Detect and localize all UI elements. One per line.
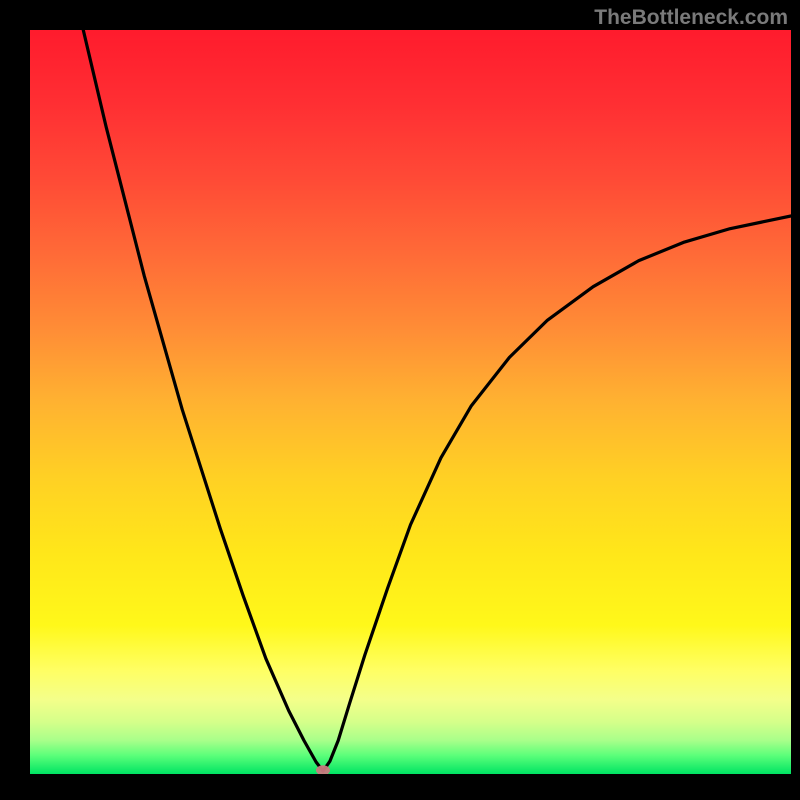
bottleneck-curve-plot	[30, 30, 791, 774]
watermark-text: TheBottleneck.com	[594, 6, 788, 30]
plot-background	[30, 30, 791, 774]
chart-stage: TheBottleneck.com	[0, 0, 800, 800]
